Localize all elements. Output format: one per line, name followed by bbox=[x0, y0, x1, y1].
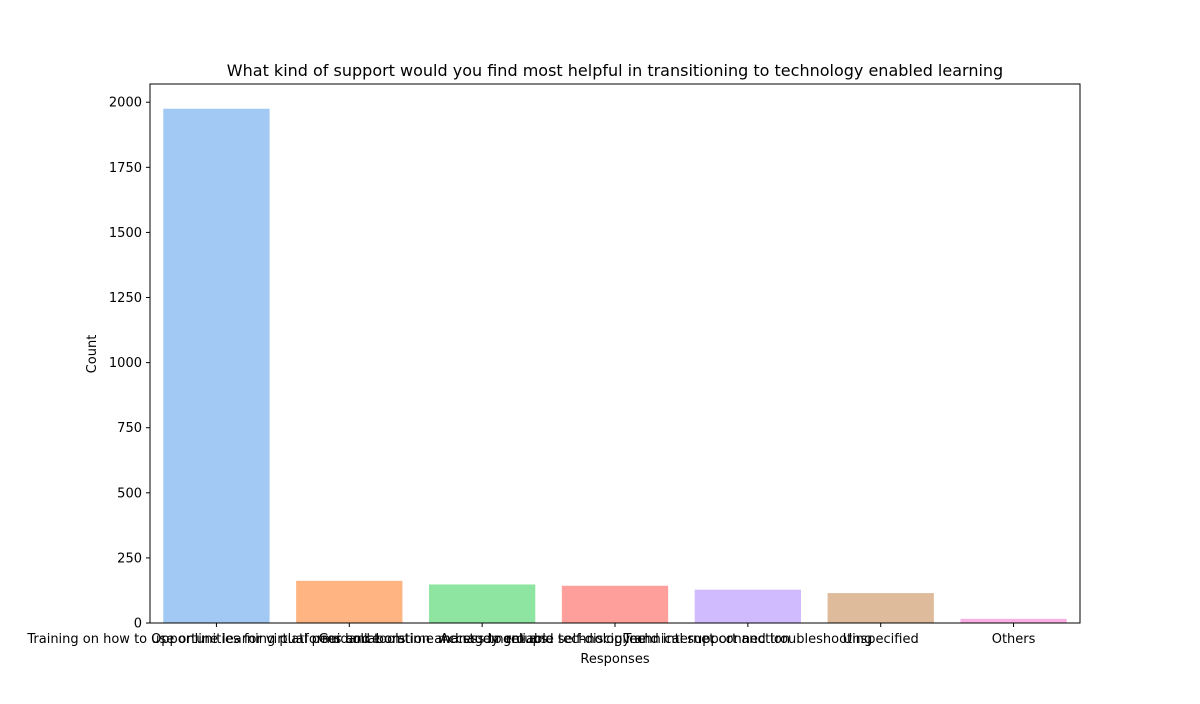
x-axis: Training on how to use online learning p… bbox=[26, 623, 1036, 647]
x-tick-label-4: Access to reliable technology and intern… bbox=[440, 632, 790, 647]
y-axis-label: Count bbox=[85, 335, 100, 374]
y-tick-label-6: 1500 bbox=[109, 226, 142, 241]
y-tick-label-1: 250 bbox=[117, 551, 142, 566]
bar-6 bbox=[827, 593, 934, 623]
y-tick-label-7: 1750 bbox=[109, 161, 142, 176]
bar-4 bbox=[561, 585, 669, 623]
chart-title: What kind of support would you find most… bbox=[227, 61, 1003, 80]
x-tick-label-7: Others bbox=[992, 632, 1036, 647]
bar-7 bbox=[960, 618, 1067, 623]
y-tick-label-4: 1000 bbox=[109, 356, 142, 371]
bar-1 bbox=[163, 108, 270, 624]
x-tick-label-3: Guidance on time management and self-dis… bbox=[318, 632, 645, 647]
bar-3 bbox=[429, 584, 536, 623]
y-tick-label-0: 0 bbox=[134, 617, 142, 632]
x-tick-label-1: Training on how to use online learning p… bbox=[26, 632, 405, 647]
x-axis-label: Responses bbox=[580, 652, 649, 667]
y-tick-label-3: 750 bbox=[117, 421, 142, 436]
y-tick-label-2: 500 bbox=[117, 486, 142, 501]
x-tick-label-5: Technical support and troubleshooting bbox=[622, 632, 872, 647]
y-tick-label-8: 2000 bbox=[109, 96, 142, 111]
x-tick-label-6: Unspecified bbox=[843, 632, 919, 647]
y-tick-label-5: 1250 bbox=[109, 291, 142, 306]
x-tick-label-2: Opportunities for virtual peer collabora… bbox=[151, 632, 548, 647]
plot-area bbox=[149, 83, 1081, 624]
bar-5 bbox=[694, 589, 801, 623]
bar-2 bbox=[296, 580, 403, 623]
y-axis: 0 250 500 750 1000 1250 1500 1750 2000 bbox=[109, 96, 150, 632]
plot-frame bbox=[149, 83, 1081, 624]
